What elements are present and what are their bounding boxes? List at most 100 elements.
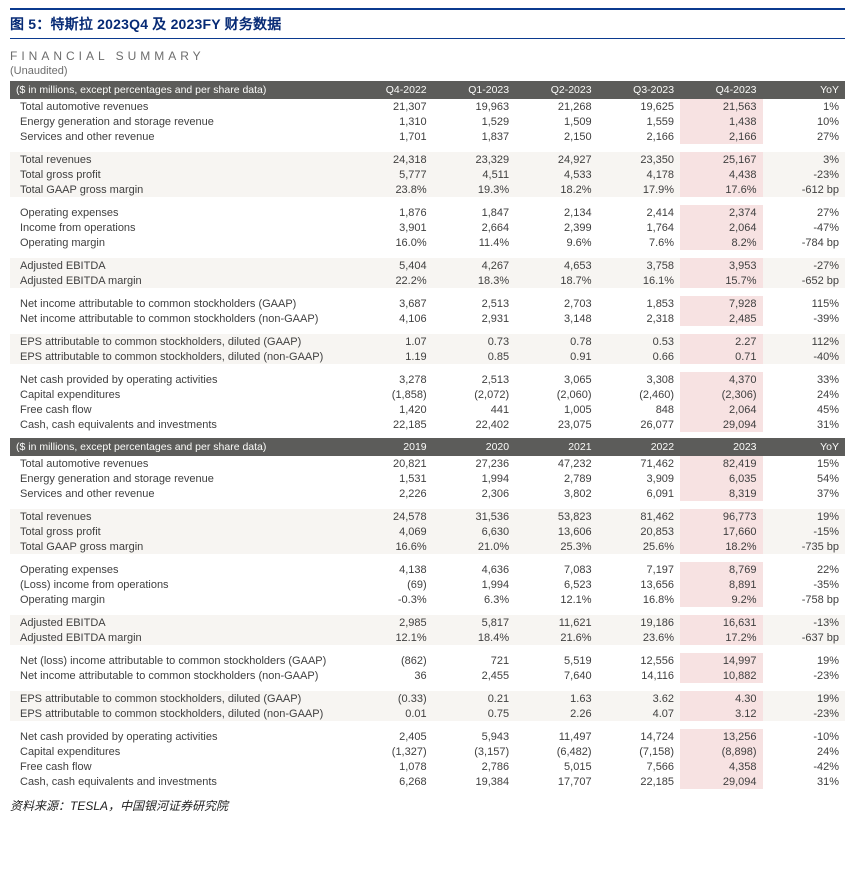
cell: 2,664: [433, 220, 515, 235]
cell: 22%: [763, 562, 845, 577]
cell: 31,536: [433, 509, 515, 524]
row-label: EPS attributable to common stockholders,…: [10, 334, 350, 349]
cell: (2,072): [433, 387, 515, 402]
table-row: Total gross profit5,7774,5114,5334,1784,…: [10, 167, 845, 182]
cell: 3.12: [680, 706, 762, 721]
table-row: Total gross profit4,0696,63013,60620,853…: [10, 524, 845, 539]
cell: 0.73: [433, 334, 515, 349]
cell: 2,166: [680, 129, 762, 144]
cell: 15%: [763, 456, 845, 471]
row-label: Cash, cash equivalents and investments: [10, 774, 350, 789]
cell: 1,005: [515, 402, 597, 417]
cell: 45%: [763, 402, 845, 417]
annual-table: ($ in millions, except percentages and p…: [10, 438, 845, 789]
row-label: Operating margin: [10, 235, 350, 250]
cell: -0.3%: [350, 592, 432, 607]
cell: 15.7%: [680, 273, 762, 288]
cell: 3,278: [350, 372, 432, 387]
cell: 2,226: [350, 486, 432, 501]
cell: 1,853: [598, 296, 680, 311]
cell: 2,134: [515, 205, 597, 220]
table-row: EPS attributable to common stockholders,…: [10, 334, 845, 349]
spacer: [10, 197, 845, 205]
cell: 18.2%: [680, 539, 762, 554]
cell: 4,533: [515, 167, 597, 182]
cell: 19,384: [433, 774, 515, 789]
cell: 6,035: [680, 471, 762, 486]
row-label: Income from operations: [10, 220, 350, 235]
cell: 2,513: [433, 296, 515, 311]
cell: -13%: [763, 615, 845, 630]
quarterly-col-1: Q1-2023: [433, 81, 515, 99]
table-row: Operating margin-0.3%6.3%12.1%16.8%9.2%-…: [10, 592, 845, 607]
spacer: [10, 288, 845, 296]
cell: 2,485: [680, 311, 762, 326]
cell: 24,927: [515, 152, 597, 167]
cell: 20,853: [598, 524, 680, 539]
cell: (2,060): [515, 387, 597, 402]
cell: 1,994: [433, 471, 515, 486]
row-label: Capital expenditures: [10, 744, 350, 759]
cell: 96,773: [680, 509, 762, 524]
row-label: Services and other revenue: [10, 486, 350, 501]
cell: -10%: [763, 729, 845, 744]
row-label: (Loss) income from operations: [10, 577, 350, 592]
quarterly-col-3: Q3-2023: [598, 81, 680, 99]
cell: 36: [350, 668, 432, 683]
cell: 8,769: [680, 562, 762, 577]
cell: 21,563: [680, 99, 762, 114]
cell: 29,094: [680, 417, 762, 432]
table-row: EPS attributable to common stockholders,…: [10, 349, 845, 364]
cell: 1,438: [680, 114, 762, 129]
cell: 31%: [763, 774, 845, 789]
cell: 24,578: [350, 509, 432, 524]
cell: -784 bp: [763, 235, 845, 250]
table-row: Adjusted EBITDA2,9855,81711,62119,18616,…: [10, 615, 845, 630]
table-row: (Loss) income from operations(69)1,9946,…: [10, 577, 845, 592]
cell: 0.85: [433, 349, 515, 364]
cell: 5,817: [433, 615, 515, 630]
cell: 6,523: [515, 577, 597, 592]
cell: 2,985: [350, 615, 432, 630]
row-label: Total GAAP gross margin: [10, 182, 350, 197]
cell: 17,660: [680, 524, 762, 539]
cell: 13,606: [515, 524, 597, 539]
cell: 21.0%: [433, 539, 515, 554]
cell: 27%: [763, 129, 845, 144]
cell: 19.3%: [433, 182, 515, 197]
cell: 115%: [763, 296, 845, 311]
cell: 2,789: [515, 471, 597, 486]
spacer: [10, 607, 845, 615]
cell: 3,308: [598, 372, 680, 387]
cell: 19,963: [433, 99, 515, 114]
cell: 11.4%: [433, 235, 515, 250]
cell: -39%: [763, 311, 845, 326]
cell: 1.63: [515, 691, 597, 706]
cell: 27,236: [433, 456, 515, 471]
cell: 2,064: [680, 220, 762, 235]
cell: 22,185: [350, 417, 432, 432]
cell: 81,462: [598, 509, 680, 524]
cell: (0.33): [350, 691, 432, 706]
cell: 6.3%: [433, 592, 515, 607]
table-row: Adjusted EBITDA margin12.1%18.4%21.6%23.…: [10, 630, 845, 645]
table-row: Total GAAP gross margin23.8%19.3%18.2%17…: [10, 182, 845, 197]
quarterly-table: ($ in millions, except percentages and p…: [10, 81, 845, 432]
cell: 71,462: [598, 456, 680, 471]
cell: 2,931: [433, 311, 515, 326]
cell: 1,764: [598, 220, 680, 235]
quarterly-table-head: ($ in millions, except percentages and p…: [10, 81, 845, 99]
cell: 18.3%: [433, 273, 515, 288]
row-label: Free cash flow: [10, 759, 350, 774]
cell: 3,148: [515, 311, 597, 326]
cell: 3,065: [515, 372, 597, 387]
cell: 3,758: [598, 258, 680, 273]
quarterly-col-2: Q2-2023: [515, 81, 597, 99]
cell: -23%: [763, 167, 845, 182]
cell: 23,350: [598, 152, 680, 167]
cell: 3,901: [350, 220, 432, 235]
cell: 17.6%: [680, 182, 762, 197]
cell: 23.6%: [598, 630, 680, 645]
cell: (2,306): [680, 387, 762, 402]
cell: -735 bp: [763, 539, 845, 554]
